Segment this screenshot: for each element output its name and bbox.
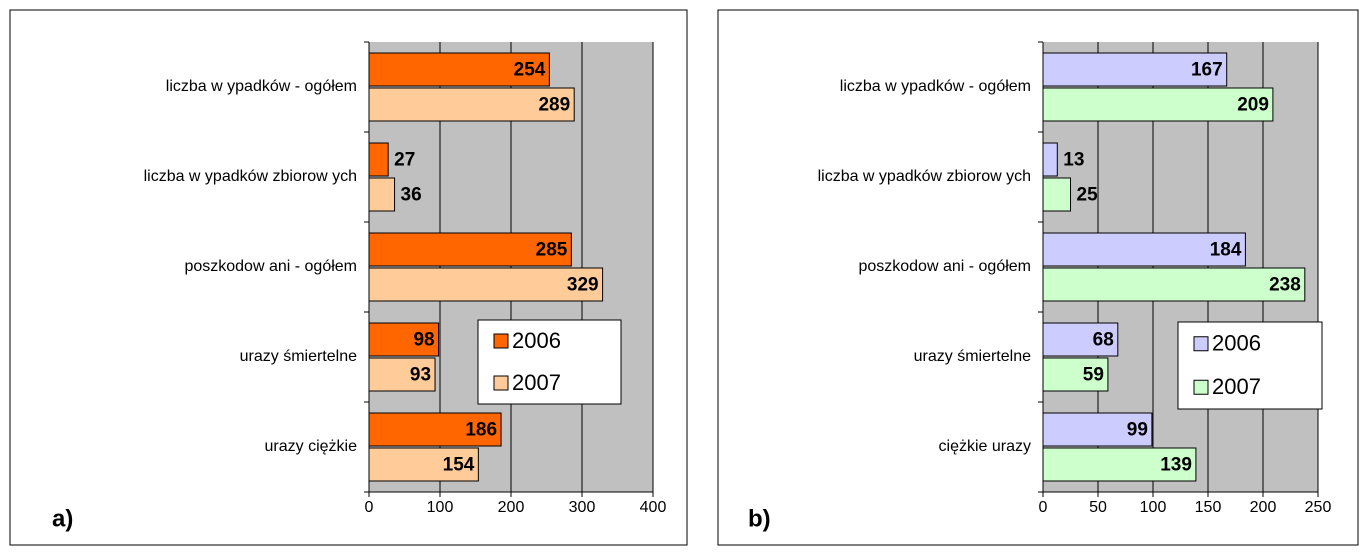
category-label: urazy śmiertelne — [914, 348, 1031, 365]
data-label: 184 — [1210, 240, 1242, 261]
legend-swatch — [493, 375, 509, 391]
category-label: liczba w ypadków - ogółem — [166, 78, 357, 95]
data-label: 329 — [567, 275, 599, 296]
category-label: liczba w ypadków zbiorow ych — [144, 168, 357, 185]
x-tick-label: 400 — [640, 499, 667, 516]
bar — [368, 52, 550, 87]
category-label: urazy ciężkie — [265, 438, 358, 455]
data-label: 154 — [443, 455, 475, 476]
data-label: 209 — [1237, 95, 1269, 116]
bar — [1042, 232, 1246, 267]
x-tick-label: 200 — [498, 499, 525, 516]
bar — [368, 322, 440, 357]
bar — [368, 232, 572, 267]
bar — [1042, 412, 1153, 447]
data-label: 36 — [401, 185, 422, 206]
bar — [368, 142, 389, 177]
x-tick-label: 250 — [1305, 499, 1332, 516]
x-tick-label: 200 — [1250, 499, 1277, 516]
data-label: 254 — [514, 60, 546, 81]
legend-swatch — [1193, 336, 1209, 352]
category-label: ciężkie urazy — [939, 438, 1031, 455]
bar — [1042, 447, 1197, 482]
legend-label: 2006 — [1212, 331, 1261, 356]
bar — [368, 357, 436, 392]
data-label: 25 — [1077, 185, 1099, 206]
bar — [1042, 177, 1071, 212]
x-tick-label: 0 — [1039, 499, 1048, 516]
category-label: urazy śmiertelne — [240, 348, 357, 365]
bar — [1042, 267, 1306, 302]
x-tick-label: 50 — [1089, 499, 1107, 516]
data-label: 93 — [410, 365, 431, 386]
x-tick-label: 0 — [365, 499, 374, 516]
data-label: 285 — [536, 240, 568, 261]
x-tick-label: 300 — [569, 499, 596, 516]
bar — [1042, 52, 1228, 87]
x-tick-label: 100 — [427, 499, 454, 516]
bar — [1042, 322, 1119, 357]
bar — [1042, 142, 1058, 177]
panel-label: b) — [748, 505, 771, 532]
x-tick-label: 150 — [1195, 499, 1222, 516]
bar — [1042, 87, 1274, 122]
data-label: 13 — [1063, 150, 1084, 171]
data-label: 139 — [1160, 455, 1192, 476]
data-label: 238 — [1269, 275, 1301, 296]
data-label: 186 — [465, 420, 497, 441]
data-label: 59 — [1083, 365, 1104, 386]
panel-label: a) — [52, 505, 73, 532]
bar — [368, 267, 604, 302]
category-label: liczba w ypadków zbiorow ych — [818, 168, 1031, 185]
data-label: 68 — [1093, 330, 1114, 351]
data-label: 99 — [1127, 420, 1148, 441]
x-tick-label: 100 — [1140, 499, 1167, 516]
legend-label: 2006 — [512, 328, 561, 353]
data-label: 98 — [413, 330, 434, 351]
legend-swatch — [493, 333, 509, 349]
data-label: 289 — [538, 95, 570, 116]
bar — [368, 177, 396, 212]
legend-label: 2007 — [1212, 374, 1261, 399]
legend-swatch — [1193, 379, 1209, 395]
bar — [368, 412, 502, 447]
category-label: liczba w ypadków - ogółem — [840, 78, 1031, 95]
data-label: 167 — [1191, 60, 1223, 81]
category-label: poszkodow ani - ogółem — [858, 258, 1031, 275]
bar — [1042, 357, 1109, 392]
bar — [368, 447, 479, 482]
data-label: 27 — [394, 150, 415, 171]
category-label: poszkodow ani - ogółem — [184, 258, 357, 275]
bar — [368, 87, 575, 122]
legend-label: 2007 — [512, 370, 561, 395]
